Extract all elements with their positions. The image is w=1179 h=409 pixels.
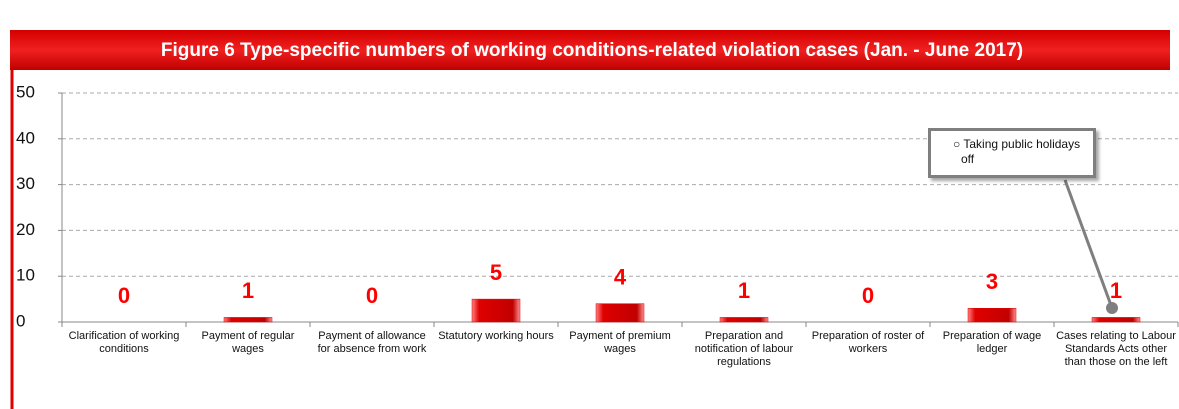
- bar: [595, 303, 645, 323]
- data-label: 0: [366, 283, 378, 308]
- x-tick-label: Statutory working hours: [438, 330, 554, 342]
- x-tick-label: Preparation of wage ledger: [942, 330, 1042, 355]
- y-tick-label: 40: [16, 128, 35, 147]
- data-label: 1: [1110, 278, 1122, 303]
- data-label: 5: [490, 260, 502, 285]
- bar: [967, 308, 1017, 323]
- bar: [1091, 317, 1141, 323]
- x-tick-label: Preparation and notification of labour r…: [694, 330, 794, 368]
- y-tick-label: 10: [16, 266, 35, 285]
- data-label: 1: [738, 278, 750, 303]
- data-label: 0: [862, 283, 874, 308]
- x-tick-label: Payment of premium wages: [569, 330, 671, 355]
- bar: [471, 298, 521, 323]
- x-tick-label: Payment of regular wages: [201, 330, 295, 355]
- x-tick-label: Clarification of working conditions: [68, 330, 180, 355]
- y-tick-label: 50: [16, 82, 35, 101]
- annotation: ○ Taking public holidays off: [928, 128, 1096, 178]
- data-label: 4: [614, 264, 627, 289]
- bar: [719, 317, 769, 323]
- y-tick-label: 30: [16, 174, 35, 193]
- data-label: 3: [986, 269, 998, 294]
- data-label: 1: [242, 278, 254, 303]
- y-tick-label: 0: [16, 311, 25, 330]
- x-tick-label: Payment of allowance for absence from wo…: [317, 330, 427, 355]
- y-tick-label: 20: [16, 220, 35, 239]
- x-tick-label: Cases relating to Labour Standards Acts …: [1056, 330, 1176, 368]
- x-tick-label: Preparation of roster of workers: [811, 330, 925, 355]
- annotation-dot: [1106, 302, 1118, 314]
- data-label: 0: [118, 283, 130, 308]
- title-banner: [10, 30, 1170, 70]
- bar: [223, 317, 273, 323]
- annotation-line: [1063, 179, 1114, 309]
- chart-title: Figure 6 Type-specific numbers of workin…: [161, 40, 1023, 61]
